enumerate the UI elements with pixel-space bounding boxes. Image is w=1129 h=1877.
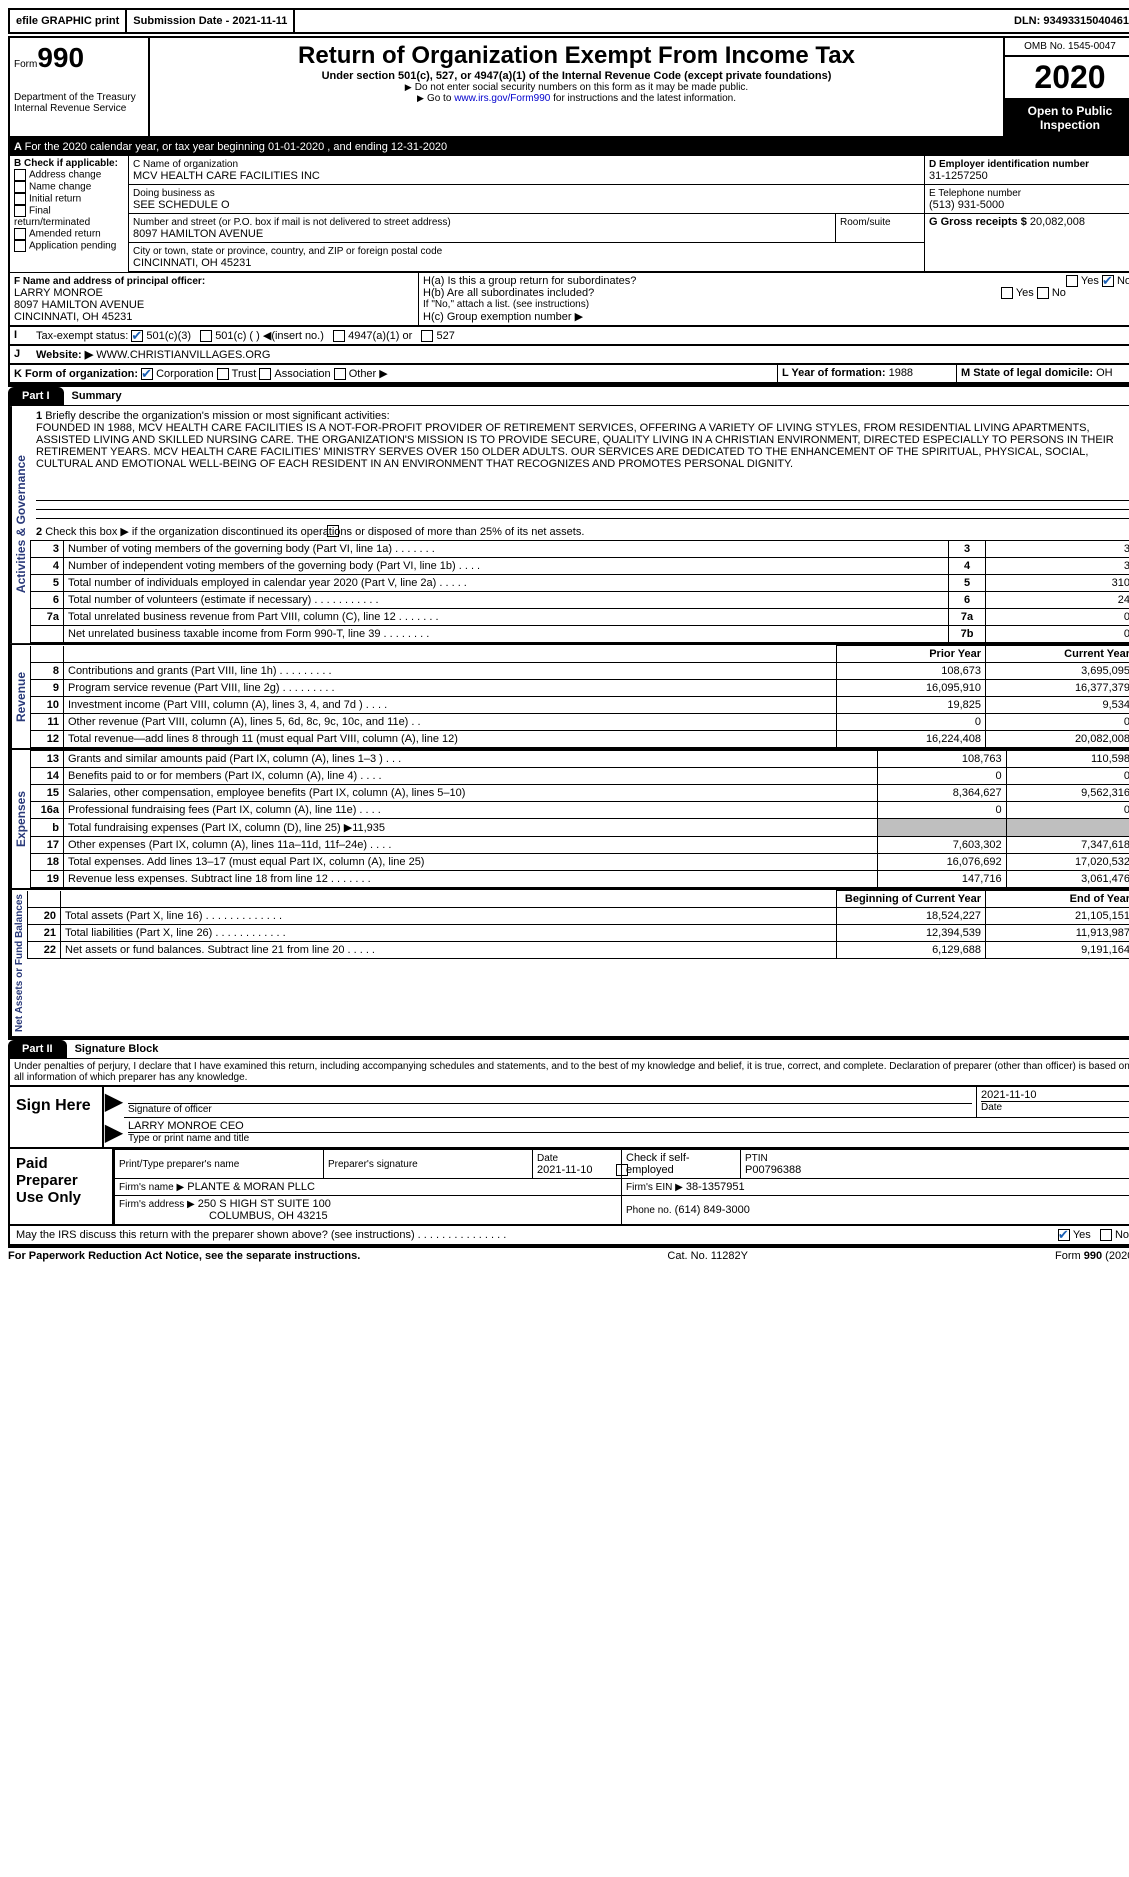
expenses-block: Expenses 13Grants and similar amounts pa… [8,750,1129,890]
box-j: Website: ▶ WWW.CHRISTIANVILLAGES.ORG [32,346,1129,364]
identity-block: B Check if applicable: Address change Na… [8,156,1129,385]
form-number: 990 [37,42,84,73]
box-m: M State of legal domicile: OH [957,365,1129,383]
box-b: B Check if applicable: Address change Na… [10,156,129,272]
submission-cell: Submission Date - 2021-11-11 [127,10,295,32]
chk-application-pending[interactable] [14,240,26,252]
chk-address-change[interactable] [14,169,26,181]
ein: 31-1257250 [929,170,988,182]
vlabel-expenses: Expenses [10,750,30,888]
vlabel-netassets: Net Assets or Fund Balances [10,890,27,1036]
part2-header: Part II Signature Block [8,1038,1129,1058]
sign-date: 2021-11-10 [981,1089,1036,1101]
chk-discuss-no[interactable] [1100,1229,1112,1241]
netassets-block: Net Assets or Fund Balances Beginning of… [8,890,1129,1038]
chk-ha-yes[interactable] [1066,275,1078,287]
chk-501c3[interactable] [131,330,143,342]
governance-table: 3Number of voting members of the governi… [30,540,1129,643]
chk-self-employed[interactable] [616,1164,628,1176]
revenue-block: Revenue Prior YearCurrent Year8Contribut… [8,645,1129,750]
box-h: H(a) Is this a group return for subordin… [419,273,1129,326]
vlabel-activities: Activities & Governance [10,406,30,643]
dba: SEE SCHEDULE O [133,199,230,211]
part1-tab: Part I [8,387,64,405]
header-left: Form990 Department of the Treasury Inter… [10,38,150,136]
chk-trust[interactable] [217,368,229,380]
part1-header: Part I Summary [8,385,1129,405]
top-bar: efile GRAPHIC print Submission Date - 20… [8,8,1129,34]
chk-ha-no[interactable] [1102,275,1114,287]
chk-other[interactable] [334,368,346,380]
chk-final-return[interactable] [14,205,26,217]
paid-preparer-label: Paid Preparer Use Only [10,1149,114,1224]
box-i: Tax-exempt status: 501(c)(3) 501(c) ( ) … [32,327,1129,345]
mission-text: FOUNDED IN 1988, MCV HEALTH CARE FACILIT… [36,422,1114,470]
officer-printed: LARRY MONROE CEO [128,1120,244,1132]
tax-year: 2020 [1005,57,1129,100]
chk-assoc[interactable] [259,368,271,380]
org-name: MCV HEALTH CARE FACILITIES INC [133,170,320,182]
street-address: 8097 HAMILTON AVENUE [133,228,263,240]
chk-hb-no[interactable] [1037,287,1049,299]
sign-here-block: Sign Here ▶ Signature of officer 2021-11… [8,1087,1129,1149]
chk-501c[interactable] [200,330,212,342]
efile-label: efile GRAPHIC print [10,10,127,32]
form-subtitle: Under section 501(c), 527, or 4947(a)(1)… [154,70,999,82]
firm-name: PLANTE & MORAN PLLC [187,1181,315,1193]
officer-name: LARRY MONROE [14,287,103,299]
phone: (513) 931-5000 [929,199,1004,211]
page-footer: For Paperwork Reduction Act Notice, see … [8,1246,1129,1262]
expenses-table: 13Grants and similar amounts paid (Part … [30,750,1129,888]
dln-cell: DLN: 93493315040461 [1008,10,1129,32]
city-state-zip: CINCINNATI, OH 45231 [133,257,251,269]
website: WWW.CHRISTIANVILLAGES.ORG [96,349,270,361]
chk-name-change[interactable] [14,181,26,193]
chk-initial-return[interactable] [14,193,26,205]
firm-ein: 38-1357951 [686,1181,745,1193]
perjury-statement: Under penalties of perjury, I declare th… [8,1058,1129,1087]
header-mid: Return of Organization Exempt From Incom… [150,38,1005,136]
discuss-row: May the IRS discuss this return with the… [8,1226,1129,1246]
box-deg: D Employer identification number 31-1257… [925,156,1129,272]
part1-body: Activities & Governance 1 Briefly descri… [8,405,1129,645]
header-right: OMB No. 1545-0047 2020 Open to Public In… [1005,38,1129,136]
open-inspection: Open to Public Inspection [1005,100,1129,136]
box-f: F Name and address of principal officer:… [10,273,419,326]
firm-address: 250 S HIGH ST SUITE 100 [198,1198,331,1210]
period-bar: A For the 2020 calendar year, or tax yea… [8,138,1129,156]
goto-note: Go to www.irs.gov/Form990 for instructio… [154,93,999,104]
gross-receipts: 20,082,008 [1030,216,1085,228]
vlabel-revenue: Revenue [10,645,30,748]
box-l: L Year of formation: 1988 [778,365,957,383]
omb-number: OMB No. 1545-0047 [1005,38,1129,57]
chk-discuss-yes[interactable] [1058,1229,1070,1241]
sign-here-label: Sign Here [10,1087,104,1147]
chk-discontinued[interactable] [327,525,339,537]
ssn-note: Do not enter social security numbers on … [154,82,999,93]
form990-link[interactable]: www.irs.gov/Form990 [454,93,550,104]
chk-hb-yes[interactable] [1001,287,1013,299]
netassets-table: Beginning of Current YearEnd of Year20To… [27,890,1129,959]
chk-527[interactable] [421,330,433,342]
form-header: Form990 Department of the Treasury Inter… [8,36,1129,138]
ptin: P00796388 [745,1164,801,1176]
chk-4947[interactable] [333,330,345,342]
form-title: Return of Organization Exempt From Incom… [154,42,999,70]
chk-corp[interactable] [141,368,153,380]
box-k: K Form of organization: Corporation Trus… [10,365,778,383]
firm-phone: (614) 849-3000 [675,1204,750,1216]
part2-tab: Part II [8,1040,67,1058]
revenue-table: Prior YearCurrent Year8Contributions and… [30,645,1129,748]
dept-treasury: Department of the Treasury Internal Reve… [14,92,144,114]
chk-amended-return[interactable] [14,228,26,240]
box-c: C Name of organization MCV HEALTH CARE F… [129,156,925,272]
paid-preparer-block: Paid Preparer Use Only Print/Type prepar… [8,1149,1129,1226]
